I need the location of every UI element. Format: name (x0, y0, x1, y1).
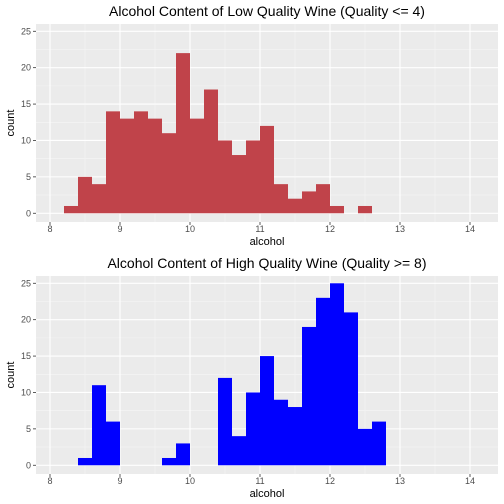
chart2-x-tick-label: 13 (395, 476, 405, 486)
chart1-y-tick-label: 5 (26, 172, 31, 182)
chart2-x-tick-label: 9 (117, 476, 122, 486)
chart1-bar (218, 140, 232, 214)
chart1-x-axis-label: alcohol (250, 236, 285, 248)
chart1-bar (64, 205, 78, 214)
chart2-bar (344, 312, 358, 466)
chart2-x-tick-label: 8 (47, 476, 52, 486)
chart2-bar (288, 407, 302, 466)
chart2-x-tick-label: 10 (185, 476, 195, 486)
chart2-y-tick-label: 0 (26, 460, 31, 470)
chart2-bar (176, 443, 190, 466)
chart1-bar (106, 111, 120, 214)
chart2-x-tick-label: 14 (465, 476, 475, 486)
chart1-x-tick-label: 8 (47, 224, 52, 234)
chart1-bar (330, 205, 344, 214)
chart1-y-tick-label: 25 (21, 26, 31, 36)
chart1-x-tick-label: 11 (255, 224, 264, 234)
chart2-bar (302, 326, 316, 466)
chart2-bar (246, 392, 260, 466)
chart1-bar (358, 205, 372, 214)
chart1-bar (232, 155, 246, 214)
chart1-y-tick-label: 15 (21, 99, 31, 109)
chart2-bar (372, 421, 386, 466)
chart2-bar (218, 377, 232, 466)
chart2-y-tick-label: 15 (21, 351, 31, 361)
chart1-bar (302, 191, 316, 214)
chart2-y-tick-label: 20 (21, 315, 31, 325)
chart2-bar (274, 399, 288, 466)
chart2-bar (330, 283, 344, 466)
chart1-x-tick-label: 10 (185, 224, 195, 234)
chart2-bar (260, 356, 274, 466)
chart2-bar (92, 385, 106, 466)
chart1-y-tick-label: 20 (21, 63, 31, 73)
chart1-x-tick-label: 13 (395, 224, 405, 234)
chart2-x-axis-label: alcohol (250, 488, 285, 500)
chart1-title: Alcohol Content of Low Quality Wine (Qua… (109, 3, 425, 19)
chart1-bar (120, 118, 134, 214)
chart1-bar (246, 140, 260, 214)
chart1-bar (288, 198, 302, 214)
chart2-bar (106, 421, 120, 466)
chart1-bar (274, 184, 288, 214)
chart2-y-axis-label: count (5, 362, 17, 389)
chart1-y-tick-label: 10 (21, 135, 31, 145)
chart2-y-tick-label: 5 (26, 424, 31, 434)
chart1-bar (78, 176, 92, 214)
chart1-bar (260, 125, 274, 214)
chart1-x-tick-label: 12 (325, 224, 335, 234)
chart1-bar (204, 89, 218, 214)
chart1-x-tick-label: 9 (117, 224, 122, 234)
chart2-bar (78, 457, 92, 466)
chart1-x-tick-label: 14 (465, 224, 475, 234)
chart2-x-tick-label: 12 (325, 476, 335, 486)
chart1-y-axis-label: count (5, 110, 17, 137)
chart1-bar (162, 133, 176, 214)
chart2-bar (316, 297, 330, 466)
chart1-bar (92, 184, 106, 214)
chart2-bar (232, 436, 246, 466)
chart2-title: Alcohol Content of High Quality Wine (Qu… (107, 255, 426, 271)
chart2-y-tick-label: 10 (21, 387, 31, 397)
chart1-bar (316, 184, 330, 214)
chart1-bar (134, 111, 148, 214)
chart1-bar (148, 118, 162, 214)
chart2-x-tick-label: 11 (255, 476, 264, 486)
chart1-bar (190, 118, 204, 214)
chart2-y-tick-label: 25 (21, 278, 31, 288)
chart1-y-tick-label: 0 (26, 208, 31, 218)
chart2-bar (358, 428, 372, 466)
chart2-bar (162, 457, 176, 466)
chart1-bar (176, 53, 190, 214)
